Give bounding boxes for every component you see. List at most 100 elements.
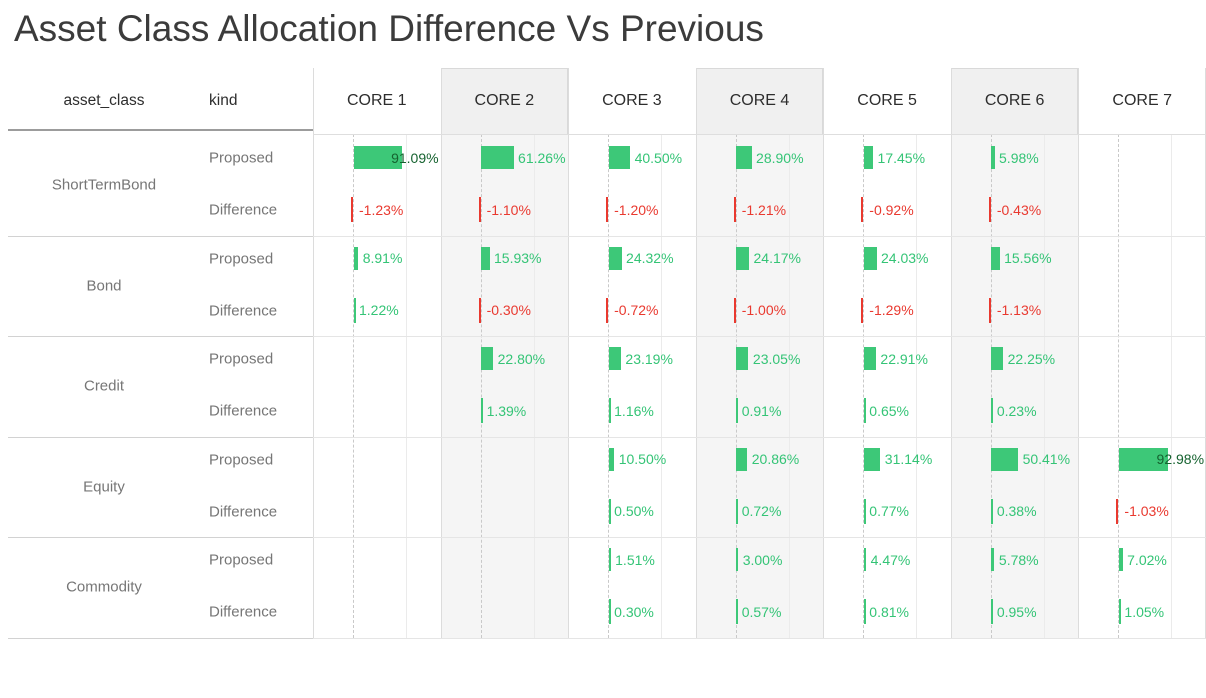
kind-label-proposed: Proposed [209, 551, 274, 569]
gridline-100pct [1043, 134, 1045, 638]
gridline-100pct [788, 134, 790, 638]
proposed-bar [863, 447, 881, 471]
difference-bar [736, 599, 739, 625]
difference-bar [861, 297, 864, 323]
bar-value-label: 7.02% [1127, 551, 1167, 568]
bar-value-label: 0.50% [614, 503, 654, 520]
column-header-shading [950, 68, 1079, 134]
row-separator-plot-area [313, 336, 1206, 338]
gridline-100pct [661, 134, 663, 638]
difference-bar [1116, 498, 1119, 524]
bar-value-label: -0.43% [996, 201, 1042, 218]
proposed-bar [736, 447, 748, 471]
difference-bar [736, 398, 739, 424]
zero-baseline [863, 134, 865, 638]
bar-value-label: -1.21% [741, 201, 787, 218]
bar-value-label: 28.90% [756, 149, 804, 166]
bar-value-label: 0.81% [869, 603, 909, 620]
proposed-bar [863, 548, 867, 572]
bar-value-label: 1.22% [359, 302, 399, 319]
proposed-bar [991, 548, 995, 572]
bar-value-label: 1.39% [486, 402, 527, 419]
asset-class-label: Commodity [66, 578, 142, 596]
core-column-header: CORE 2 [474, 92, 535, 109]
gridline-100pct [533, 134, 535, 638]
difference-bar [861, 197, 864, 222]
kind-label-proposed: Proposed [209, 149, 274, 167]
kind-label-difference: Difference [209, 201, 278, 219]
bar-value-label: -1.29% [869, 302, 914, 319]
difference-bar [351, 197, 353, 222]
gridline-100pct [406, 134, 407, 638]
kind-label-difference: Difference [209, 402, 278, 420]
zero-baseline [1118, 134, 1120, 638]
bar-value-label: -1.23% [359, 201, 404, 218]
difference-bar [478, 197, 481, 222]
proposed-bar [481, 146, 514, 169]
bar-value-label: -0.92% [869, 201, 914, 218]
bar-value-label: 10.50% [618, 451, 667, 468]
bar-value-label: 8.91% [362, 250, 403, 267]
bar-value-label: 4.47% [870, 551, 911, 568]
proposed-bar [991, 146, 995, 169]
difference-bar [353, 297, 356, 323]
bar-value-label: 61.26% [518, 149, 566, 166]
bar-value-label: 92.98% [1156, 451, 1205, 468]
bar-value-label: 22.25% [1007, 350, 1056, 367]
column-header-kind: kind [209, 92, 238, 109]
zero-baseline [735, 134, 737, 638]
difference-bar [733, 197, 736, 222]
bar-value-label: 0.72% [741, 503, 782, 520]
row-separator-label-area [8, 637, 313, 639]
difference-bar [988, 297, 991, 323]
difference-bar [1118, 599, 1121, 625]
column-boundary-line [440, 68, 442, 638]
column-boundary-line [568, 68, 570, 638]
bar-value-label: 24.32% [626, 250, 674, 267]
proposed-bar [1118, 548, 1123, 572]
bar-value-label: 1.05% [1124, 603, 1165, 620]
core-column-header: CORE 7 [1112, 92, 1172, 109]
kind-label-difference: Difference [209, 503, 278, 521]
bar-value-label: -0.30% [486, 302, 531, 319]
difference-bar [733, 297, 736, 323]
column-boundary-line [823, 68, 825, 638]
kind-label-proposed: Proposed [209, 451, 274, 469]
bar-value-label: -1.13% [996, 302, 1042, 319]
bar-value-label: 31.14% [884, 451, 933, 468]
column-header-asset-class: asset_class [63, 92, 145, 109]
column-boundary-line [950, 68, 952, 638]
proposed-bar [481, 246, 490, 270]
difference-bar [863, 599, 866, 625]
proposed-bar [608, 146, 631, 169]
row-separator-label-area [8, 537, 313, 539]
proposed-bar [863, 347, 876, 371]
proposed-bar [608, 246, 622, 270]
core-column-header: CORE 6 [984, 92, 1045, 109]
bar-value-label: -1.03% [1124, 503, 1169, 520]
bar-value-label: 23.19% [625, 350, 673, 367]
bar-value-label: 3.00% [742, 551, 783, 568]
row-separator-plot-area [313, 235, 1206, 237]
proposed-bar [991, 347, 1004, 371]
bar-value-label: 1.51% [615, 551, 655, 568]
bar-value-label: 0.77% [869, 503, 909, 520]
proposed-bar [863, 146, 874, 169]
asset-class-label: ShortTermBond [51, 176, 157, 194]
bar-value-label: 5.98% [999, 149, 1039, 166]
zero-baseline [990, 134, 992, 638]
bar-value-label: 5.78% [998, 551, 1039, 568]
proposed-bar [481, 347, 494, 371]
row-separator-label-area [8, 336, 313, 338]
bar-value-label: 91.09% [391, 149, 439, 166]
column-header-shading [440, 68, 569, 134]
difference-bar [863, 498, 866, 524]
proposed-bar [353, 146, 402, 169]
column-shading [950, 134, 1079, 638]
difference-bar [988, 197, 991, 222]
asset-class-label: Bond [86, 277, 122, 295]
core-column-header: CORE 5 [857, 92, 917, 109]
difference-bar [991, 599, 994, 625]
gridline-100pct [916, 134, 918, 638]
